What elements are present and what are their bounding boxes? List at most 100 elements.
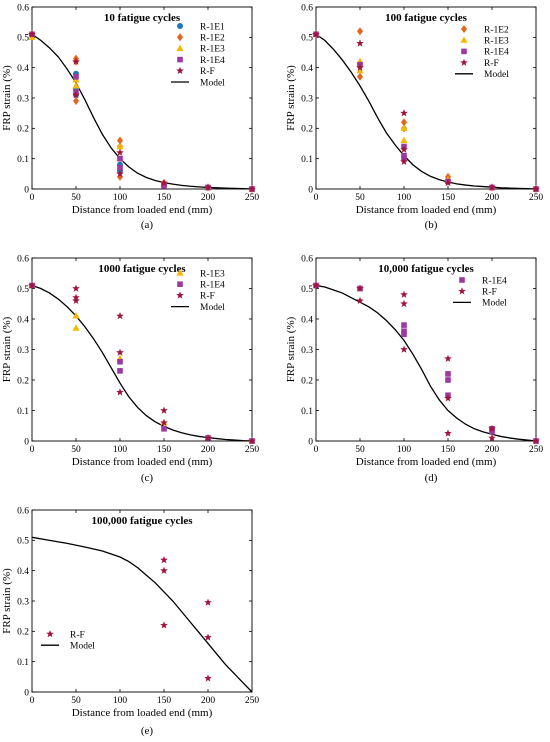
data-point bbox=[401, 118, 407, 127]
x-tick-label: 50 bbox=[71, 193, 81, 203]
data-point bbox=[117, 155, 123, 162]
data-point bbox=[400, 290, 408, 298]
x-tick-label: 50 bbox=[71, 445, 81, 455]
x-tick-label: 150 bbox=[441, 193, 456, 203]
data-point bbox=[72, 296, 80, 304]
legend-marker bbox=[177, 281, 183, 287]
data-point bbox=[401, 322, 407, 328]
legend-marker bbox=[461, 48, 467, 55]
legend-marker bbox=[176, 291, 184, 299]
data-point bbox=[72, 90, 80, 99]
legend-label: R-1E1 bbox=[200, 22, 225, 32]
data-point bbox=[117, 136, 123, 145]
data-point bbox=[357, 72, 363, 81]
y-tick-label: 0.3 bbox=[17, 597, 29, 607]
legend-label: R-1E2 bbox=[200, 34, 225, 44]
data-point bbox=[160, 556, 168, 564]
y-tick-label: 0 bbox=[24, 437, 29, 447]
legend-marker bbox=[460, 36, 468, 43]
chart-panel: 0 50 100 150 200 250 0 0.1 0.2 0.3 0.4 0.5 0.6 Distan… bbox=[1, 506, 259, 737]
y-tick-label: 0.1 bbox=[301, 407, 313, 417]
legend-label: R-F bbox=[200, 67, 215, 77]
x-tick-label: 200 bbox=[201, 445, 216, 455]
legend-label: R-F bbox=[484, 59, 499, 69]
legend-marker bbox=[176, 66, 184, 75]
y-tick-label: 0.1 bbox=[301, 155, 313, 165]
x-tick-label: 150 bbox=[157, 445, 172, 455]
data-point bbox=[445, 371, 451, 377]
data-point bbox=[72, 82, 80, 89]
y-tick-label: 0.1 bbox=[17, 658, 29, 668]
y-tick-label: 0.6 bbox=[17, 3, 29, 13]
model-line bbox=[31, 284, 253, 442]
chart-panel: 0 50 100 150 200 250 0 0.1 0.2 0.3 0.4 0.5 0.6 Distan… bbox=[1, 254, 259, 484]
data-point bbox=[72, 324, 80, 331]
legend-label: R-1E3 bbox=[484, 37, 509, 47]
data-point bbox=[116, 169, 124, 178]
data-point bbox=[204, 183, 212, 191]
x-axis-label: Distance from loaded end (mm) bbox=[356, 204, 497, 216]
x-tick-label: 150 bbox=[441, 445, 456, 455]
legend-label: R-1E4 bbox=[200, 281, 225, 291]
legend-label: R-F bbox=[482, 288, 497, 298]
y-tick-label: 0.5 bbox=[17, 34, 29, 44]
data-point bbox=[356, 296, 364, 304]
data-point bbox=[204, 633, 212, 641]
x-tick-label: 50 bbox=[355, 445, 365, 455]
y-tick-label: 0.6 bbox=[301, 254, 313, 264]
y-axis-label: FRP strain (%) bbox=[285, 316, 297, 382]
legend-label: R-1E2 bbox=[484, 25, 509, 35]
panel-caption: (b) bbox=[425, 219, 438, 231]
y-tick-label: 0.5 bbox=[17, 285, 29, 295]
data-point bbox=[400, 157, 408, 165]
x-tick-label: 250 bbox=[529, 193, 544, 203]
data-point bbox=[488, 424, 496, 433]
data-point bbox=[312, 30, 320, 38]
y-tick-label: 0.2 bbox=[17, 376, 29, 386]
y-tick-label: 0.4 bbox=[17, 64, 29, 74]
model-line bbox=[31, 536, 253, 693]
y-tick-label: 0 bbox=[308, 185, 313, 195]
x-tick-label: 200 bbox=[201, 696, 216, 706]
x-tick-label: 0 bbox=[314, 445, 319, 455]
x-tick-label: 50 bbox=[71, 696, 81, 706]
legend-label: R-F bbox=[70, 630, 85, 640]
x-tick-label: 50 bbox=[355, 193, 365, 203]
data-point bbox=[160, 178, 168, 187]
data-point bbox=[117, 358, 123, 365]
panel-caption: (e) bbox=[141, 725, 154, 737]
chart-title: 10 fatigue cycles bbox=[104, 12, 181, 24]
data-point bbox=[444, 178, 452, 187]
data-point bbox=[444, 394, 452, 402]
data-point bbox=[160, 418, 168, 426]
data-point bbox=[356, 39, 364, 47]
y-tick-label: 0.4 bbox=[17, 567, 29, 577]
data-point bbox=[160, 621, 168, 629]
data-point bbox=[73, 73, 79, 80]
y-tick-label: 0.4 bbox=[17, 315, 29, 325]
data-point bbox=[28, 30, 36, 38]
y-axis-label: FRP strain (%) bbox=[285, 65, 297, 131]
x-tick-label: 0 bbox=[30, 445, 35, 455]
legend-marker bbox=[176, 269, 184, 276]
legend-marker bbox=[176, 44, 184, 51]
model-line bbox=[31, 33, 253, 190]
x-tick-label: 0 bbox=[30, 193, 35, 203]
data-point bbox=[400, 136, 408, 144]
data-point bbox=[488, 183, 496, 191]
x-tick-label: 250 bbox=[245, 193, 260, 203]
data-point bbox=[28, 281, 36, 289]
data-point bbox=[161, 183, 167, 189]
y-tick-label: 0.6 bbox=[301, 3, 313, 13]
y-tick-label: 0.2 bbox=[17, 628, 29, 638]
panel-caption: (c) bbox=[141, 472, 154, 484]
data-point bbox=[248, 185, 256, 193]
chart-panel: 0 50 100 150 200 250 0 0.1 0.2 0.3 0.4 0.5 0.6 Distan… bbox=[285, 254, 543, 484]
data-point bbox=[488, 433, 496, 442]
data-point bbox=[445, 377, 451, 383]
legend-label: Model bbox=[484, 70, 509, 80]
x-tick-label: 250 bbox=[529, 445, 544, 455]
data-point bbox=[160, 406, 168, 414]
legend-marker bbox=[177, 33, 183, 42]
y-tick-label: 0.5 bbox=[301, 285, 313, 295]
